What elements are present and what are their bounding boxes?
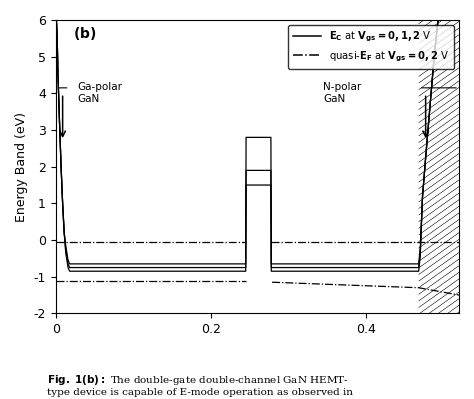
Legend: $\bf{E_C}$ at $\bf{V_{gs} = 0, 1, 2}$ V, quasi-$\bf{E_F}$ at $\bf{V_{gs} = 0, 2}: $\bf{E_C}$ at $\bf{V_{gs} = 0, 1, 2}$ V,… [288, 25, 454, 69]
Text: Ga-polar
GaN: Ga-polar GaN [77, 82, 122, 104]
Polygon shape [419, 20, 459, 313]
Text: $\bf{Fig.\ 1(b):}$ The double-gate double-channel GaN HEMT-
type device is capab: $\bf{Fig.\ 1(b):}$ The double-gate doubl… [47, 373, 354, 397]
Text: $\bf{(b)}$: $\bf{(b)}$ [73, 26, 96, 42]
Y-axis label: Energy Band (eV): Energy Band (eV) [15, 112, 28, 222]
Text: N-polar
GaN: N-polar GaN [323, 82, 362, 104]
